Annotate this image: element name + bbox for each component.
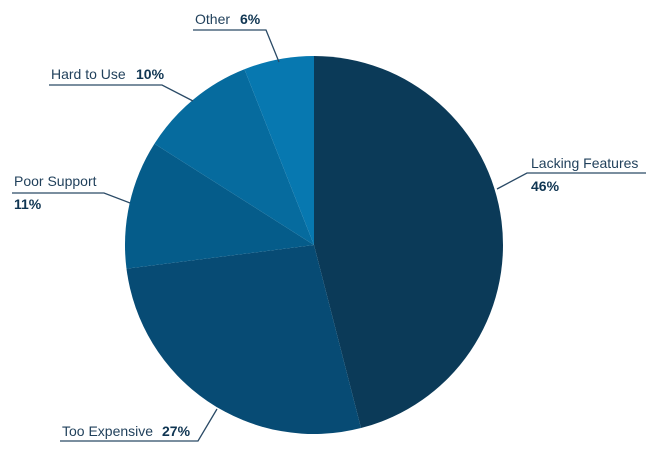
leader-line-too-expensive (60, 408, 218, 442)
slice-label-other: Other (195, 11, 230, 27)
leader-line-lacking-features (496, 172, 646, 190)
slice-label-too-expensive: Too Expensive (62, 423, 153, 439)
slice-value-too-expensive: 27% (162, 423, 191, 439)
pie-slice-lacking-features (314, 56, 503, 429)
slice-label-hard-to-use: Hard to Use (51, 66, 126, 82)
leader-line-poor-support (12, 192, 131, 204)
pie-slice-hard-to-use (154, 69, 314, 245)
leader-line-hard-to-use (49, 84, 194, 102)
slice-labels: Lacking Features 46% Too Expensive 27% P… (14, 11, 638, 439)
pie-slice-poor-support (124, 143, 314, 269)
slice-value-hard-to-use: 10% (136, 66, 165, 82)
slice-value-lacking-features: 46% (531, 178, 560, 194)
leader-lines (12, 29, 646, 442)
leader-line-other (193, 29, 280, 63)
slices-layer (124, 56, 503, 434)
pie-slice-other (244, 56, 314, 245)
slice-value-other: 6% (240, 11, 261, 27)
slice-label-lacking-features: Lacking Features (531, 155, 638, 171)
pie-slice-too-expensive (126, 245, 362, 434)
slice-value-poor-support: 11% (14, 196, 42, 212)
slice-label-poor-support: Poor Support (14, 173, 97, 189)
